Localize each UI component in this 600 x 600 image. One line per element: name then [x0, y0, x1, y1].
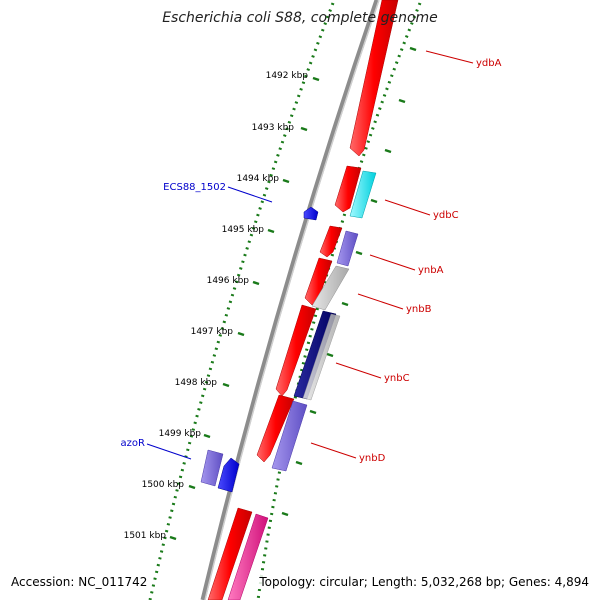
genome-backbone: [200, 0, 380, 600]
gene-label-ydbA[interactable]: ydbA: [476, 58, 502, 69]
gene-bottom-pink[interactable]: [227, 513, 269, 600]
gene-ynbA[interactable]: [336, 230, 359, 267]
major-ticks: [169, 76, 320, 541]
gene-ynbD[interactable]: [271, 400, 308, 472]
gene-label-ECS88_1502[interactable]: ECS88_1502: [163, 182, 226, 193]
ruler-label: 1501 kbp: [124, 531, 167, 541]
gene-azoR[interactable]: [217, 457, 240, 493]
ruler-label: 1498 kbp: [175, 378, 218, 388]
gene-ydbA[interactable]: [349, 0, 399, 157]
gene-labels-left: ECS88_1502 azoR: [121, 182, 226, 449]
ruler-label: 1497 kbp: [191, 327, 234, 337]
gene-bottom-red[interactable]: [207, 507, 253, 600]
gene-azoR-purple[interactable]: [200, 449, 224, 487]
gene-ynbA-red[interactable]: [319, 225, 343, 258]
gene-ynbC-grey[interactable]: [302, 313, 341, 401]
gene-label-ynbD[interactable]: ynbD: [359, 453, 386, 464]
outer-major-ticks: [281, 46, 417, 517]
ruler-label: 1500 kbp: [142, 480, 185, 490]
ruler-label: 1494 kbp: [237, 174, 280, 184]
gene-label-azoR[interactable]: azoR: [121, 438, 145, 449]
gene-label-ydbC[interactable]: ydbC: [433, 210, 459, 221]
ruler-label: 1492 kbp: [266, 71, 309, 81]
ruler-label: 1495 kbp: [222, 225, 265, 235]
gene-ynbD-red[interactable]: [256, 394, 295, 463]
ruler-label: 1499 kbp: [159, 429, 202, 439]
gene-label-ynbA[interactable]: ynbA: [418, 265, 444, 276]
gene-labels-right: ydbA ydbC ynbA ynbB ynbC ynbD: [359, 58, 502, 464]
gene-ydbC-red[interactable]: [334, 165, 362, 213]
ruler-label: 1493 kbp: [252, 123, 295, 133]
ruler-labels: 1492 kbp 1493 kbp 1494 kbp 1495 kbp 1496…: [124, 71, 309, 541]
label-leaders: [146, 50, 474, 460]
map-title: Escherichia coli S88, complete genome: [162, 10, 438, 26]
gene-label-ynbB[interactable]: ynbB: [406, 304, 432, 315]
accession-text: Accession: NC_011742: [9, 575, 150, 589]
gene-ydbC[interactable]: [349, 170, 377, 219]
ruler-label: 1496 kbp: [207, 276, 250, 286]
genome-summary-text: Topology: circular; Length: 5,032,268 bp…: [257, 575, 591, 589]
gene-ynbC-red[interactable]: [275, 304, 317, 397]
gene-label-ynbC[interactable]: ynbC: [384, 373, 410, 384]
gene-ECS88_1502[interactable]: [303, 206, 319, 221]
gene-ynbB[interactable]: [311, 265, 350, 311]
